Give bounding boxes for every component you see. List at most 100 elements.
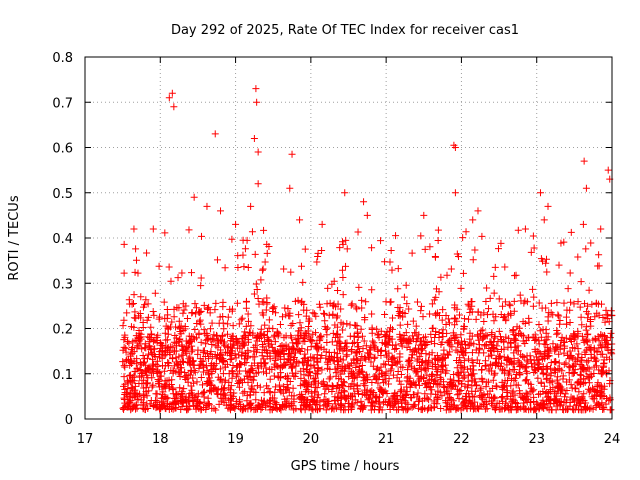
data-point [127,384,135,392]
data-point [123,309,131,317]
y-tick-label: 0.7 [52,96,73,111]
data-point [483,378,491,386]
data-point [448,343,456,351]
data-point [514,381,522,389]
data-point [151,345,159,353]
data-point [145,342,153,350]
data-point [592,300,600,308]
y-axis-ticks: 0 0.1 0.2 0.3 0.4 0.5 0.6 0.7 0.8 [52,51,612,428]
data-point [512,336,520,344]
data-point [584,374,592,382]
data-point [573,379,581,387]
data-point [126,399,134,407]
data-point [497,311,505,319]
data-point [536,350,544,358]
data-point [542,341,550,349]
data-point [162,350,170,358]
data-point [324,360,332,368]
data-point [287,402,295,410]
data-point [385,375,393,383]
data-point [577,313,585,321]
data-point [560,360,568,368]
data-point [430,399,438,407]
data-point [388,325,396,333]
data-point [440,346,448,354]
data-point [185,359,193,367]
data-point [457,284,465,292]
data-point [435,334,443,342]
data-point [242,298,250,306]
data-point [459,374,467,382]
data-point [381,258,389,266]
data-point [323,300,331,308]
data-point [223,330,231,338]
data-point [599,368,607,376]
data-point [451,144,459,151]
y-axis-label: ROTI / TECUs [7,195,22,280]
data-point [191,326,199,334]
data-point [570,369,578,377]
data-point [365,395,373,403]
data-point [250,343,258,351]
data-point [176,325,184,333]
data-point [147,331,155,339]
data-point [529,387,537,395]
data-point [141,405,149,413]
data-point [287,321,295,329]
data-point [254,180,262,188]
data-point [483,332,491,340]
data-point [268,394,276,402]
data-point [259,265,267,273]
data-point [381,361,389,369]
data-point [137,330,145,338]
data-point [434,226,442,234]
data-point [600,382,608,390]
data-point [418,346,426,354]
data-point [434,237,442,245]
data-point [302,365,310,373]
data-point [163,336,171,344]
data-point [284,305,292,313]
data-point [405,305,413,313]
data-point [196,316,204,324]
data-point [172,399,180,407]
data-point [212,406,220,414]
data-point [420,395,428,403]
data-point [221,391,229,399]
data-point [186,390,194,398]
data-point [477,366,485,374]
data-point [566,399,574,407]
data-point [186,360,194,368]
data-point [538,402,546,410]
data-point [583,358,591,366]
data-point [355,343,363,351]
data-point [176,372,184,380]
data-point [381,310,389,318]
data-point [212,299,220,307]
data-point [421,340,429,348]
data-point [342,262,350,270]
data-point [197,307,205,315]
data-point [593,309,601,317]
data-point [216,336,224,344]
data-point [486,338,494,346]
data-point [290,398,298,406]
data-point [359,405,367,413]
data-point [313,384,321,392]
data-point [397,380,405,388]
data-point [375,393,383,401]
data-point [491,369,499,377]
data-point [413,357,421,365]
data-point [399,309,407,317]
data-point [563,306,571,314]
data-point [120,269,128,277]
data-point [195,329,203,337]
data-point [246,391,254,399]
data-point [339,291,347,299]
data-point [281,304,289,312]
data-point [329,404,337,412]
data-point [510,307,518,315]
data-point [183,314,191,322]
data-point [250,372,258,380]
data-point [460,323,468,331]
